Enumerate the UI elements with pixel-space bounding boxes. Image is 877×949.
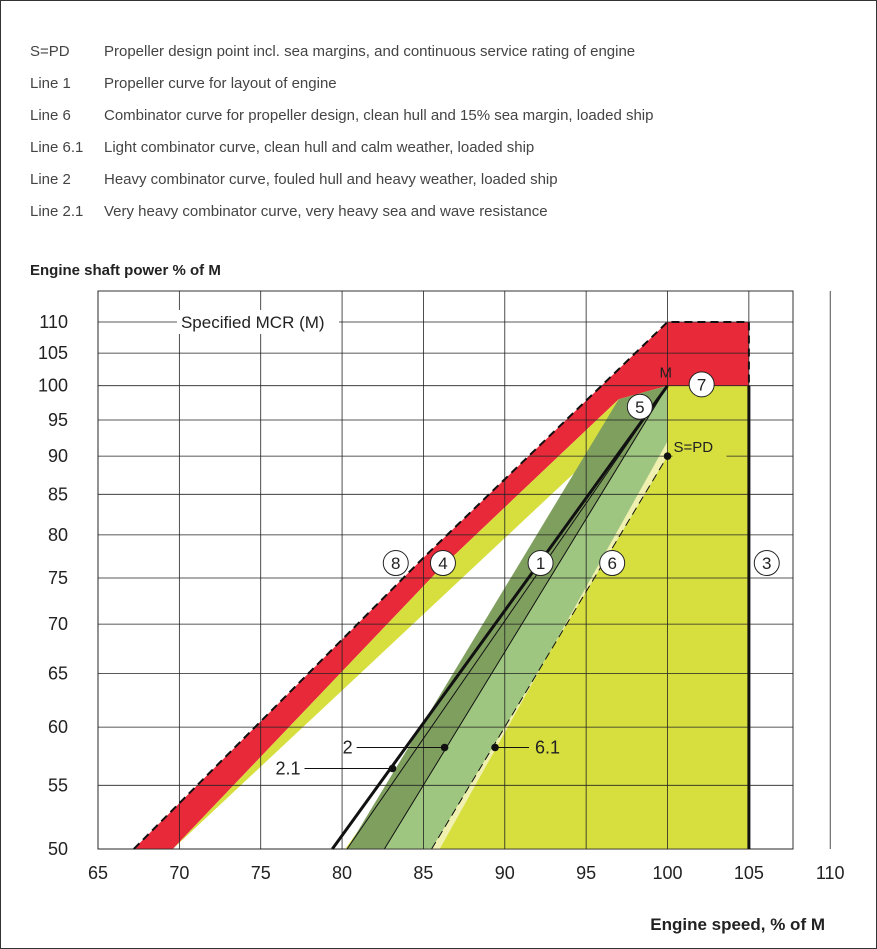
y-axis-label: Engine shaft power % of M: [30, 262, 221, 279]
line-number-8: 8: [391, 554, 400, 573]
legend-row: Line 6 Combinator curve for propeller des…: [30, 107, 654, 124]
legend-key: Line 2: [30, 171, 71, 188]
legend-text: Propeller curve for layout of engine: [104, 75, 337, 92]
y-tick-label: 80: [48, 525, 68, 545]
legend-key: Line 1: [30, 75, 71, 92]
y-tick-label: 50: [48, 839, 68, 859]
line-number-6: 6: [607, 554, 616, 573]
x-tick-label: 70: [169, 863, 189, 883]
line-number-circle: [626, 393, 653, 420]
line-number-circle: [527, 550, 554, 577]
data-point: [388, 764, 397, 773]
x-tick-label: 90: [495, 863, 515, 883]
line-number-circle: [753, 550, 780, 577]
point-label-6-1: 6.1: [535, 737, 560, 757]
x-tick-label: 75: [251, 863, 271, 883]
annotation-specified-mcr: Specified MCR (M): [181, 313, 325, 332]
legend-row: S=PD Propeller design point incl. sea mar…: [30, 43, 635, 60]
x-tick-label: 85: [413, 863, 433, 883]
legend-text: Propeller design point incl. sea margins…: [104, 43, 636, 60]
legend-row: Line 6.1 Light combinator curve, clean hu…: [30, 139, 534, 156]
line-number-circle: [599, 550, 626, 577]
data-point: [663, 452, 672, 460]
point-label-m: M: [660, 365, 673, 382]
line-number-1: 1: [536, 554, 545, 573]
x-tick-label: 110: [816, 863, 845, 883]
x-tick-label: 65: [88, 863, 108, 883]
legend-text: Heavy combinator curve, fouled hull and …: [104, 171, 558, 188]
x-tick-label: 100: [652, 863, 682, 883]
y-tick-label: 70: [48, 614, 68, 634]
y-tick-label: 60: [48, 717, 68, 737]
legend-text: Combinator curve for propeller design, c…: [104, 107, 654, 124]
line-number-3: 3: [762, 554, 771, 573]
y-tick-label: 100: [38, 376, 68, 396]
y-tick-label: 110: [39, 312, 68, 332]
y-tick-label: 55: [48, 775, 68, 795]
point-label-2: 2: [343, 737, 353, 757]
legend-text: Light combinator curve, clean hull and c…: [104, 139, 535, 156]
line-6-1: [383, 385, 668, 850]
annotation-background: [176, 310, 339, 334]
y-tick-label: 95: [48, 410, 68, 430]
y-tick-label: 75: [48, 568, 68, 588]
point-label-spd: S=PD: [674, 439, 714, 456]
line-number-circle: [688, 371, 715, 398]
line-number-5: 5: [635, 398, 644, 417]
legend-row: Line 2 Heavy combinator curve, fouled hul…: [30, 171, 558, 188]
y-tick-label: 65: [48, 664, 68, 684]
line-6: [431, 455, 668, 850]
line-number-circle: [382, 550, 409, 577]
x-axis-label: Engine speed, % of M: [650, 915, 825, 934]
x-tick-label: 105: [734, 863, 764, 883]
line-8: [133, 321, 750, 850]
legend-text: Very heavy combinator curve, very heavy …: [104, 203, 548, 220]
line-1: [331, 384, 669, 850]
legend-key: Line 6: [30, 107, 71, 124]
line-2: [346, 385, 668, 850]
x-tick-label: 95: [576, 863, 596, 883]
point-label-2-1: 2.1: [275, 758, 300, 778]
legend-key: Line 2.1: [30, 203, 84, 220]
y-tick-label: 105: [38, 343, 68, 363]
legend-key: Line 6.1: [30, 139, 84, 156]
y-tick-label: 90: [48, 446, 68, 466]
legend-key: S=PD: [30, 43, 70, 60]
line-number-4: 4: [438, 554, 447, 573]
line-number-circle: [429, 550, 456, 577]
label-background: [672, 438, 727, 459]
legend-row: Line 2.1 Very heavy combinator curve, ver…: [30, 203, 548, 220]
legend-row: Line 1 Propeller curve for layout of engi…: [30, 75, 337, 92]
y-tick-label: 85: [48, 484, 68, 504]
x-tick-label: 80: [332, 863, 352, 883]
region-red: [133, 322, 749, 849]
line-number-7: 7: [697, 375, 706, 394]
